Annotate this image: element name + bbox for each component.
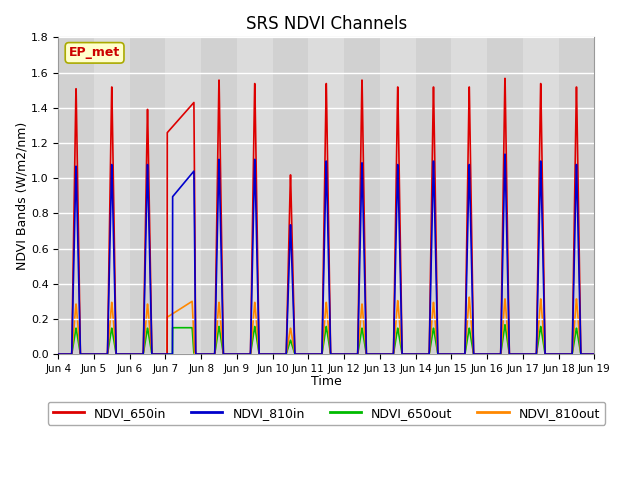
X-axis label: Time: Time: [311, 375, 342, 388]
NDVI_810out: [591, 351, 598, 357]
Line: NDVI_650in: NDVI_650in: [58, 78, 595, 354]
NDVI_810in: [147, 324, 155, 330]
Bar: [201, 37, 237, 354]
NDVI_810out: [283, 347, 291, 352]
NDVI_650out: [501, 322, 509, 328]
NDVI_650in: [54, 351, 62, 357]
NDVI_650in: [580, 351, 588, 357]
NDVI_810in: [260, 351, 268, 357]
Bar: [273, 37, 308, 354]
NDVI_650in: [116, 351, 124, 357]
NDVI_810out: [116, 351, 124, 357]
NDVI_810in: [283, 327, 291, 333]
Y-axis label: NDVI Bands (W/m2/nm): NDVI Bands (W/m2/nm): [15, 121, 28, 270]
Line: NDVI_810out: NDVI_810out: [58, 297, 595, 354]
Line: NDVI_650out: NDVI_650out: [58, 325, 595, 354]
NDVI_650out: [283, 348, 291, 354]
NDVI_810in: [501, 151, 509, 157]
NDVI_810in: [522, 351, 530, 357]
Bar: [58, 37, 94, 354]
NDVI_810out: [580, 351, 588, 357]
Bar: [380, 37, 415, 354]
NDVI_650out: [147, 348, 155, 353]
NDVI_810in: [116, 351, 124, 357]
NDVI_650out: [580, 351, 588, 357]
Bar: [130, 37, 166, 354]
Legend: NDVI_650in, NDVI_810in, NDVI_650out, NDVI_810out: NDVI_650in, NDVI_810in, NDVI_650out, NDV…: [47, 402, 605, 424]
Bar: [344, 37, 380, 354]
Bar: [559, 37, 595, 354]
NDVI_650out: [260, 351, 268, 357]
NDVI_650in: [522, 351, 530, 357]
Bar: [523, 37, 559, 354]
NDVI_810out: [522, 351, 530, 357]
NDVI_650out: [522, 351, 530, 357]
Title: SRS NDVI Channels: SRS NDVI Channels: [246, 15, 407, 33]
NDVI_810in: [54, 351, 62, 357]
NDVI_650out: [116, 351, 124, 357]
NDVI_650out: [54, 351, 62, 357]
Text: EP_met: EP_met: [69, 47, 120, 60]
NDVI_650in: [591, 351, 598, 357]
NDVI_650in: [283, 318, 291, 324]
NDVI_650in: [501, 75, 509, 81]
Line: NDVI_810in: NDVI_810in: [58, 154, 595, 354]
Bar: [415, 37, 451, 354]
NDVI_810out: [54, 351, 62, 357]
NDVI_650in: [147, 316, 155, 322]
NDVI_810in: [591, 351, 598, 357]
NDVI_810out: [465, 294, 473, 300]
Bar: [451, 37, 487, 354]
NDVI_650in: [260, 351, 268, 357]
Bar: [237, 37, 273, 354]
NDVI_810in: [580, 351, 588, 357]
Bar: [487, 37, 523, 354]
Bar: [166, 37, 201, 354]
Bar: [94, 37, 130, 354]
NDVI_810out: [260, 351, 268, 357]
NDVI_650out: [591, 351, 598, 357]
Bar: [308, 37, 344, 354]
NDVI_810out: [147, 344, 155, 350]
